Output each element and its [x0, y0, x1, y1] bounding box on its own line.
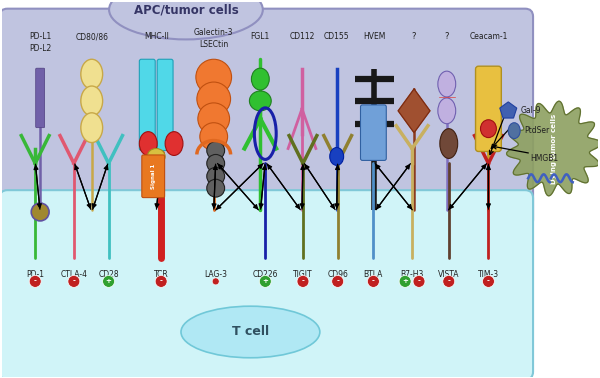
Text: -: -: [160, 279, 163, 284]
Text: Dying tumor cells: Dying tumor cells: [551, 113, 557, 184]
Ellipse shape: [81, 59, 103, 89]
Circle shape: [482, 276, 494, 287]
Text: TCR: TCR: [154, 271, 169, 279]
Text: +: +: [262, 279, 268, 284]
Text: BTLA: BTLA: [364, 271, 383, 279]
Text: Ceacam-1: Ceacam-1: [469, 33, 508, 42]
FancyBboxPatch shape: [139, 59, 155, 150]
Text: HMGB1: HMGB1: [530, 154, 558, 163]
Text: T cell: T cell: [232, 325, 269, 338]
Circle shape: [367, 276, 379, 287]
Text: HVEM: HVEM: [363, 33, 386, 42]
Circle shape: [207, 179, 224, 197]
Text: MHC-II: MHC-II: [144, 33, 169, 42]
Circle shape: [297, 276, 309, 287]
Text: CTLA-4: CTLA-4: [61, 271, 88, 279]
Text: PD-1: PD-1: [26, 271, 44, 279]
Ellipse shape: [165, 132, 183, 155]
FancyBboxPatch shape: [0, 9, 533, 228]
Text: CD96: CD96: [327, 271, 348, 279]
Text: FGL1: FGL1: [251, 33, 270, 42]
FancyBboxPatch shape: [35, 68, 44, 128]
Circle shape: [31, 203, 49, 221]
Circle shape: [212, 278, 219, 285]
Text: ?: ?: [412, 33, 416, 42]
Circle shape: [200, 123, 227, 150]
Ellipse shape: [330, 147, 344, 165]
Polygon shape: [398, 89, 430, 133]
Circle shape: [198, 103, 230, 135]
FancyBboxPatch shape: [157, 59, 173, 150]
Circle shape: [207, 155, 224, 172]
Circle shape: [196, 59, 232, 95]
Circle shape: [155, 276, 167, 287]
Circle shape: [207, 167, 224, 185]
Text: ?: ?: [445, 33, 449, 42]
Text: -: -: [73, 279, 76, 284]
FancyBboxPatch shape: [0, 190, 533, 378]
Ellipse shape: [251, 68, 269, 90]
Text: Signal 1: Signal 1: [151, 164, 156, 189]
Ellipse shape: [508, 123, 520, 139]
Ellipse shape: [438, 98, 456, 124]
Text: -: -: [336, 279, 339, 284]
Text: -: -: [302, 279, 304, 284]
Circle shape: [29, 276, 41, 287]
Text: CD226: CD226: [253, 271, 278, 279]
Circle shape: [413, 276, 425, 287]
FancyBboxPatch shape: [361, 105, 386, 160]
Text: CD28: CD28: [98, 271, 119, 279]
Circle shape: [197, 82, 230, 116]
Circle shape: [443, 276, 455, 287]
Text: Galectin-3: Galectin-3: [194, 28, 233, 37]
Text: CD112: CD112: [289, 33, 314, 42]
Text: VISTA: VISTA: [438, 271, 460, 279]
Text: -: -: [34, 279, 37, 284]
Text: CD80/86: CD80/86: [75, 33, 108, 42]
Circle shape: [68, 276, 80, 287]
FancyBboxPatch shape: [142, 155, 164, 198]
Text: -: -: [372, 279, 375, 284]
Text: CD155: CD155: [324, 33, 350, 42]
Text: Gal-9: Gal-9: [520, 106, 541, 115]
Ellipse shape: [81, 113, 103, 143]
FancyBboxPatch shape: [476, 66, 502, 152]
Text: B7-H3: B7-H3: [400, 271, 424, 279]
Text: -: -: [418, 279, 421, 284]
Ellipse shape: [440, 129, 458, 158]
Text: PD-L2: PD-L2: [29, 44, 51, 53]
Ellipse shape: [81, 86, 103, 116]
Text: TIGIT: TIGIT: [293, 271, 313, 279]
Text: +: +: [106, 279, 112, 284]
Ellipse shape: [481, 120, 496, 138]
Text: APC/tumor cells: APC/tumor cells: [134, 3, 238, 16]
Circle shape: [207, 142, 224, 160]
Circle shape: [399, 276, 411, 287]
Ellipse shape: [147, 149, 165, 164]
Ellipse shape: [181, 306, 320, 358]
Ellipse shape: [438, 71, 456, 97]
Text: -: -: [487, 279, 490, 284]
Text: LAG-3: LAG-3: [204, 271, 227, 279]
Circle shape: [332, 276, 344, 287]
Circle shape: [259, 276, 271, 287]
Ellipse shape: [109, 0, 263, 39]
Text: LSECtin: LSECtin: [199, 40, 229, 50]
Ellipse shape: [139, 132, 157, 155]
Text: TIM-3: TIM-3: [478, 271, 499, 279]
Circle shape: [103, 276, 115, 287]
Text: -: -: [448, 279, 450, 284]
Polygon shape: [506, 101, 600, 196]
Text: +: +: [402, 279, 408, 284]
Text: PtdSer: PtdSer: [524, 126, 550, 135]
Ellipse shape: [250, 91, 271, 111]
Text: PD-L1: PD-L1: [29, 33, 51, 42]
